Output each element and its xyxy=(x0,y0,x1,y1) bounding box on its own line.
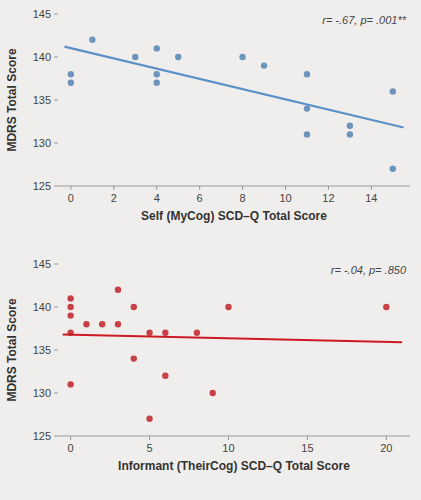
x-tick-label: 20 xyxy=(380,442,392,454)
x-tick xyxy=(113,186,114,190)
annotation: r= -.67, p= .001** xyxy=(322,14,406,26)
scatter-point xyxy=(261,62,267,68)
scatter-point xyxy=(67,381,73,387)
x-tick-label: 0 xyxy=(68,442,74,454)
y-axis-label: MDRS Total Score xyxy=(5,298,19,401)
y-tick xyxy=(54,350,58,351)
scatter-point xyxy=(390,166,396,172)
scatter-point xyxy=(194,330,200,336)
scatter-point xyxy=(89,37,95,43)
scatter-point xyxy=(225,304,231,310)
scatter-point xyxy=(175,54,181,60)
panel: 0 5 10 15 20 125 130 135 140 145 Informant (TheirC… xyxy=(5,258,410,473)
x-tick-label: 10 xyxy=(279,192,291,204)
scatter-point xyxy=(154,71,160,77)
scatter-point xyxy=(154,45,160,51)
scatter-point xyxy=(390,88,396,94)
x-axis-line xyxy=(58,436,410,437)
y-tick-label: 125 xyxy=(33,180,51,192)
y-tick xyxy=(54,307,58,308)
x-tick-label: 0 xyxy=(68,192,74,204)
scatter-point xyxy=(68,80,74,86)
x-tick-label: 6 xyxy=(197,192,203,204)
scatter-point xyxy=(239,54,245,60)
y-tick xyxy=(54,436,58,437)
scatter-point xyxy=(347,131,353,137)
y-tick xyxy=(54,14,58,15)
y-tick-label: 125 xyxy=(33,430,51,442)
scatter-point xyxy=(131,355,137,361)
scatter-point xyxy=(67,312,73,318)
x-tick-label: 8 xyxy=(240,192,246,204)
x-tick xyxy=(156,186,157,190)
x-tick-label: 10 xyxy=(222,442,234,454)
y-axis-label: MDRS Total Score xyxy=(5,48,19,151)
x-tick xyxy=(199,186,200,190)
scatter-point xyxy=(68,71,74,77)
x-tick-label: 14 xyxy=(365,192,377,204)
x-tick-label: 4 xyxy=(154,192,160,204)
y-tick xyxy=(54,186,58,187)
scatter-point xyxy=(146,416,152,422)
scatter-point xyxy=(162,373,168,379)
scatter-point xyxy=(347,123,353,129)
scatter-point xyxy=(67,330,73,336)
scatter-point xyxy=(383,304,389,310)
x-axis-label: Self (MyCog) SCD–Q Total Score xyxy=(141,209,327,223)
scatter-point xyxy=(99,321,105,327)
y-tick-label: 145 xyxy=(33,258,51,270)
x-tick xyxy=(149,436,150,440)
x-tick xyxy=(242,186,243,190)
x-tick xyxy=(228,436,229,440)
scatter-point xyxy=(115,321,121,327)
x-tick xyxy=(328,186,329,190)
scatter-point xyxy=(304,71,310,77)
y-tick-label: 140 xyxy=(33,51,51,63)
scatter-point xyxy=(209,390,215,396)
scatter-point xyxy=(83,321,89,327)
panel: 0 2 4 6 8 10 12 14 125 130 135 140 145 Self (MyCog) S… xyxy=(5,8,410,223)
x-tick xyxy=(307,436,308,440)
scatter-point xyxy=(67,295,73,301)
scatter-point xyxy=(154,80,160,86)
y-tick-label: 140 xyxy=(33,301,51,313)
scatter-point xyxy=(132,54,138,60)
scatter-point xyxy=(162,330,168,336)
scatter-point xyxy=(131,304,137,310)
scatter-point xyxy=(67,304,73,310)
x-axis-label: Informant (TheirCog) SCD–Q Total Score xyxy=(118,459,350,473)
x-tick xyxy=(371,186,372,190)
background xyxy=(0,0,421,500)
x-tick xyxy=(70,186,71,190)
annotation: r= -.04, p= .850 xyxy=(331,264,407,276)
x-tick-label: 2 xyxy=(111,192,117,204)
scatter-point xyxy=(115,287,121,293)
y-tick-label: 135 xyxy=(33,94,51,106)
y-tick-label: 135 xyxy=(33,344,51,356)
y-tick xyxy=(54,143,58,144)
x-tick-label: 15 xyxy=(301,442,313,454)
x-axis-line xyxy=(58,186,410,187)
y-tick-label: 130 xyxy=(33,387,51,399)
x-tick xyxy=(70,436,71,440)
y-tick xyxy=(54,100,58,101)
regression-line xyxy=(63,335,402,343)
y-tick-label: 145 xyxy=(33,8,51,20)
x-tick xyxy=(285,186,286,190)
y-tick xyxy=(54,393,58,394)
x-tick-label: 5 xyxy=(146,442,152,454)
x-tick xyxy=(386,436,387,440)
y-tick-label: 130 xyxy=(33,137,51,149)
scatter-point xyxy=(146,330,152,336)
x-tick-label: 12 xyxy=(322,192,334,204)
scatter-point xyxy=(304,105,310,111)
scatter-point xyxy=(304,131,310,137)
y-tick xyxy=(54,57,58,58)
plot-area xyxy=(64,37,403,172)
figure: 0 2 4 6 8 10 12 14 125 130 135 140 145 Self (MyCog) S… xyxy=(0,0,421,500)
plot-area xyxy=(63,287,402,422)
y-tick xyxy=(54,264,58,265)
regression-line xyxy=(64,47,403,128)
